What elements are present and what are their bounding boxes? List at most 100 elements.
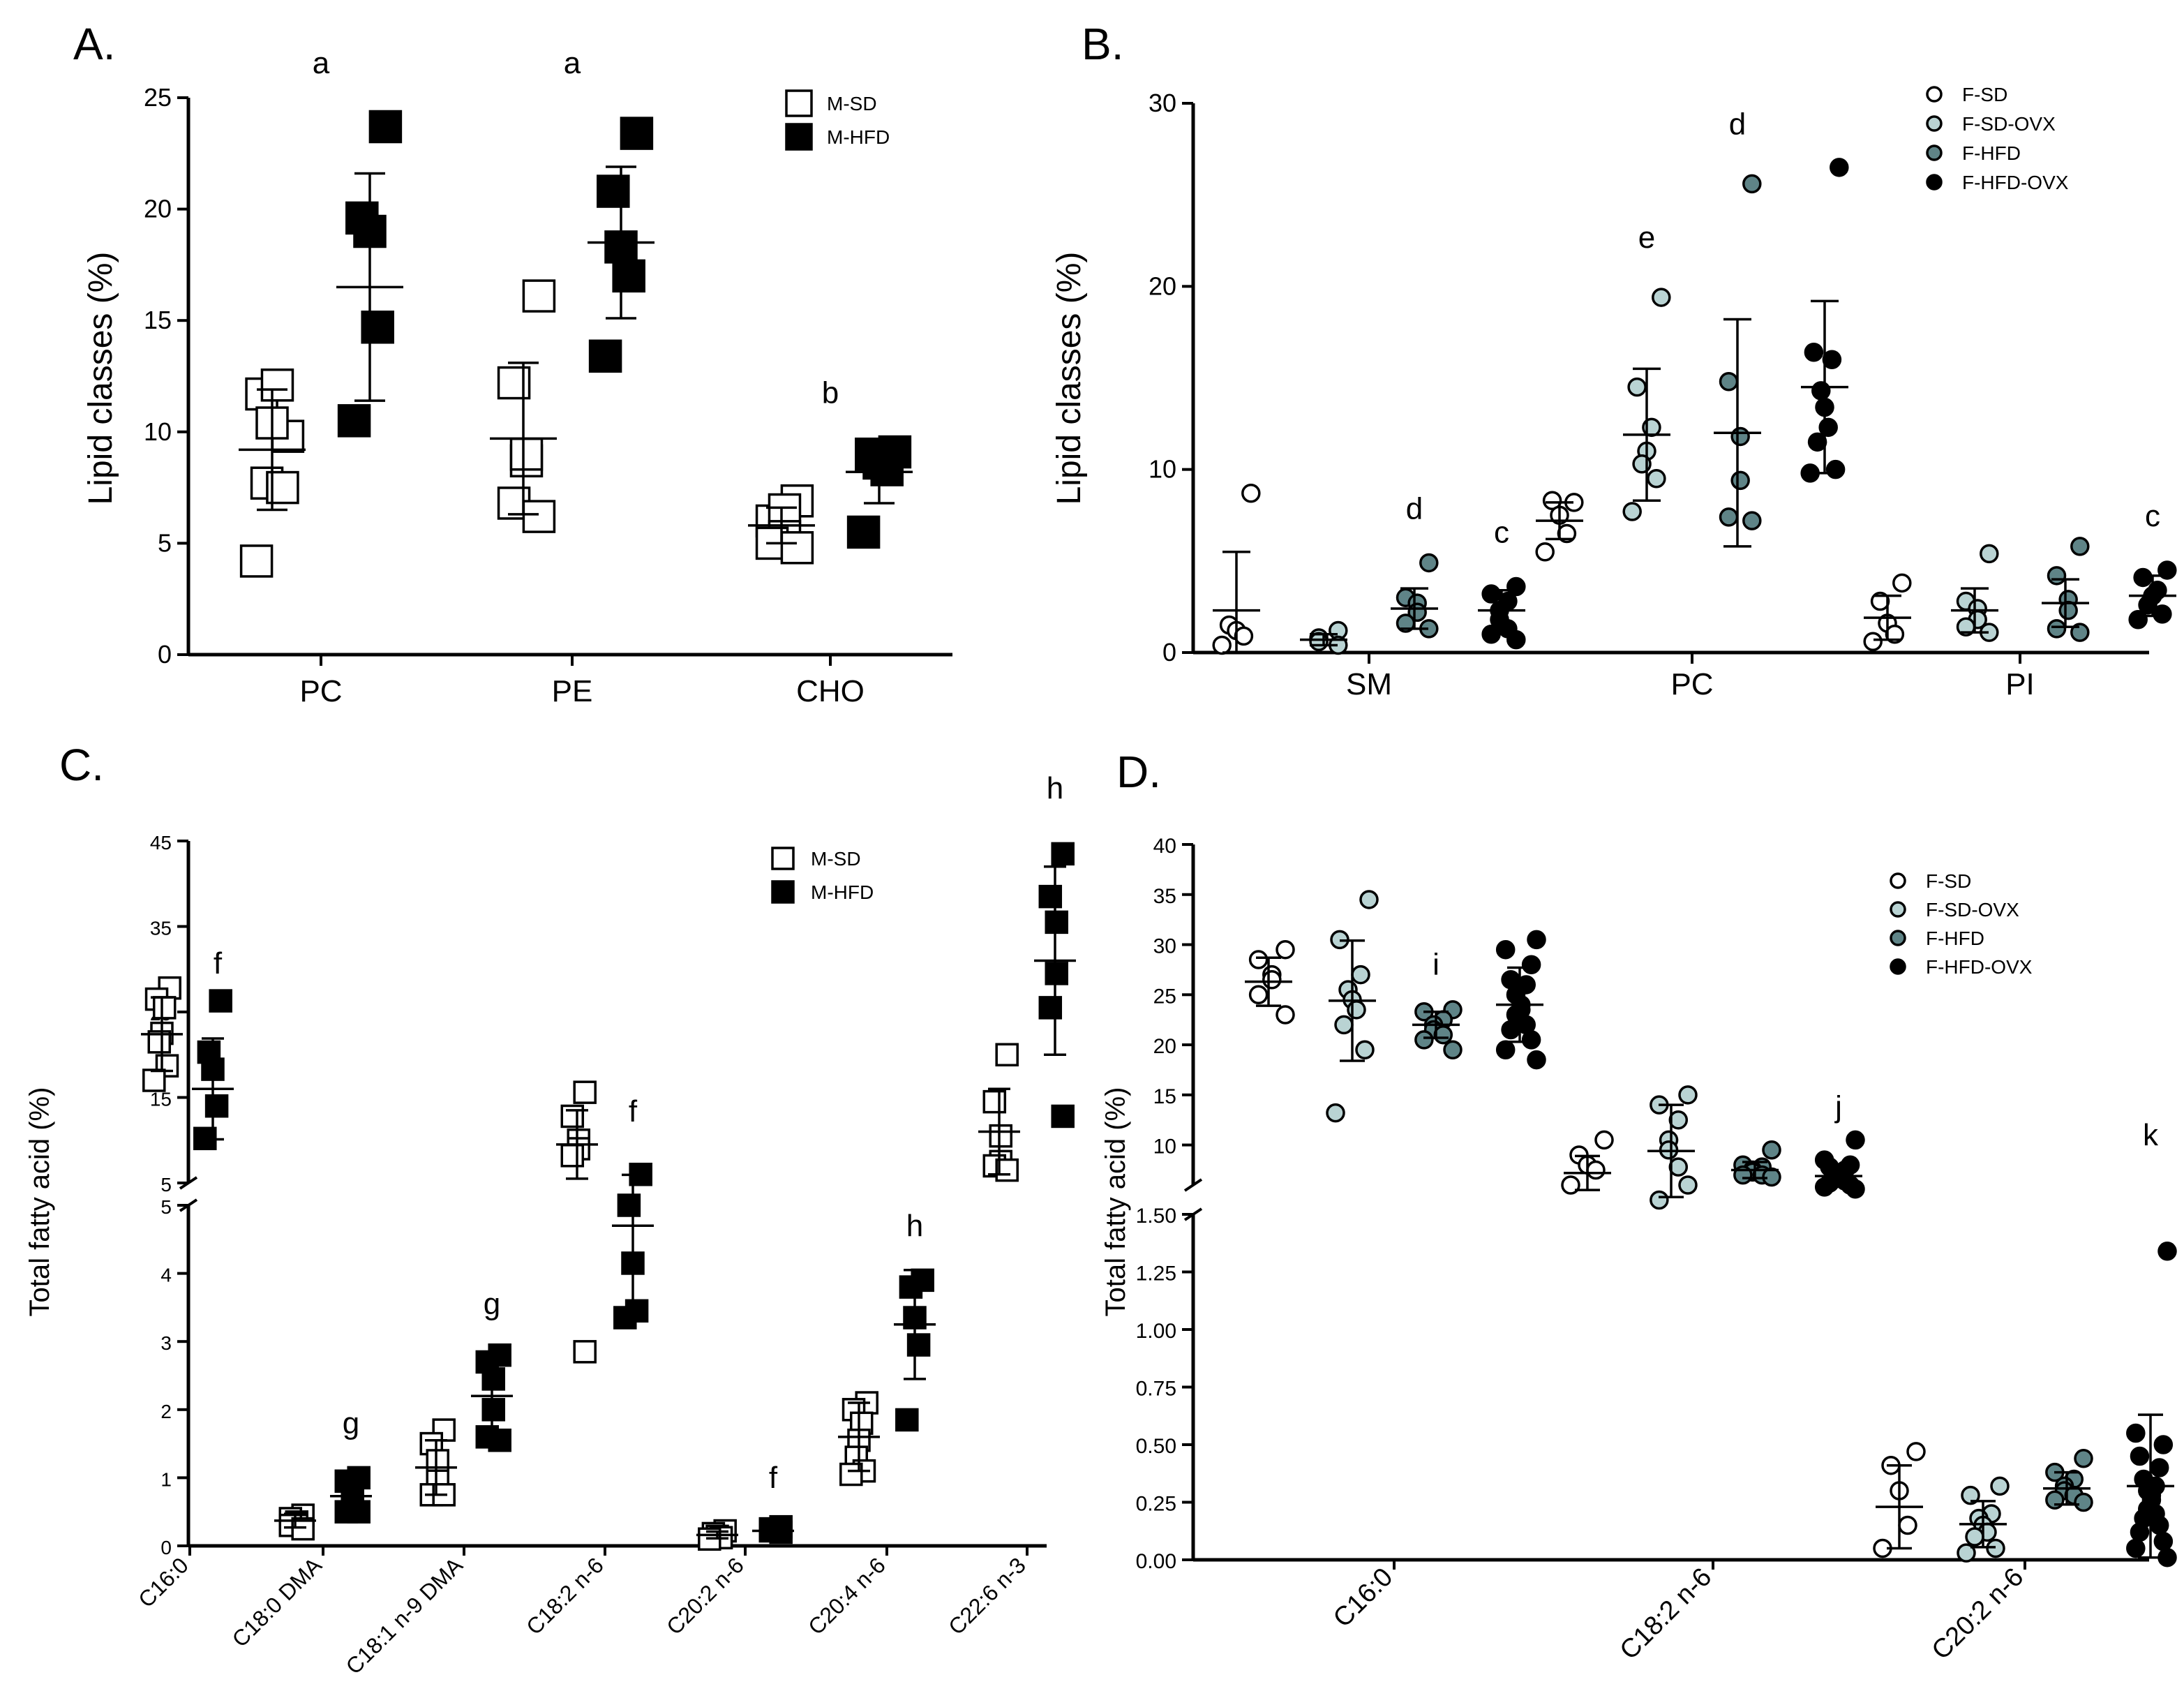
panel-c-y-lower-tick-label: 2 bbox=[160, 1401, 172, 1422]
panel-d-point bbox=[1594, 1130, 1614, 1150]
panel-d-legend-marker bbox=[1890, 958, 1906, 975]
panel-b-point bbox=[2070, 623, 2090, 642]
panel-a-y-tick-label: 5 bbox=[158, 528, 172, 557]
panel-c-point bbox=[209, 989, 232, 1013]
panel-a-point bbox=[337, 404, 371, 438]
panel-c-category-label: C18:1 n-9 DMA bbox=[341, 1552, 468, 1679]
panel-b-label: B. bbox=[1082, 19, 1123, 69]
panel-d-point bbox=[1906, 1442, 1926, 1461]
panel-c-point bbox=[1051, 1104, 1075, 1129]
panel-d-point bbox=[1527, 1050, 1546, 1070]
panel-b-point bbox=[1535, 542, 1555, 562]
panel-c-point bbox=[995, 1043, 1019, 1066]
panel-b-point bbox=[1830, 158, 1849, 177]
panel-b-legend-label: F-SD bbox=[1962, 84, 2007, 105]
panel-a-legend-label: M-SD bbox=[827, 93, 877, 114]
panel-d-significance-letter: k bbox=[2143, 1118, 2159, 1152]
panel-d-significance-letter: i bbox=[1433, 948, 1439, 982]
panel-d-legend-marker bbox=[1890, 901, 1906, 918]
panel-c-point bbox=[573, 1080, 597, 1104]
panel-d-y-upper-tick-label: 20 bbox=[1153, 1035, 1176, 1058]
panel-b-point bbox=[2128, 610, 2148, 630]
panel-b-legend-marker bbox=[1926, 86, 1943, 103]
panel-d-point bbox=[1326, 1103, 1345, 1123]
panel-a-y-tick-label: 15 bbox=[144, 306, 172, 334]
panel-c-y-upper-tick-label: 45 bbox=[150, 832, 172, 854]
panel-d-point bbox=[1414, 1030, 1434, 1050]
panel-c-y-upper-tick-label: 5 bbox=[160, 1174, 172, 1196]
panel-a-category-label: CHO bbox=[796, 674, 865, 708]
panel-d-point bbox=[1668, 1157, 1689, 1177]
panel-c-y-lower-tick-label: 5 bbox=[160, 1196, 172, 1218]
panel-d-label: D. bbox=[1116, 747, 1161, 797]
panel-d-legend-label: F-SD bbox=[1926, 870, 1971, 892]
panel-d-y-lower-tick-label: 1.50 bbox=[1136, 1205, 1176, 1228]
panel-d-point bbox=[1495, 939, 1516, 960]
panel-c-category-label: C22:6 n-3 bbox=[943, 1552, 1031, 1639]
panel-b-point bbox=[2058, 600, 2078, 620]
panel-c-legend-marker bbox=[771, 880, 795, 904]
panel-c-y-lower-tick-label: 0 bbox=[160, 1537, 172, 1558]
panel-d-point bbox=[1276, 1005, 1295, 1025]
panel-a-point bbox=[597, 174, 630, 208]
panel-d-point bbox=[1443, 1040, 1463, 1059]
panel-c-category-label: C18:0 DMA bbox=[227, 1552, 327, 1652]
panel-b-point bbox=[1719, 507, 1739, 527]
panel-b-point bbox=[1234, 626, 1254, 646]
panel-b-point bbox=[2133, 567, 2153, 588]
panel-b-point bbox=[1742, 174, 1762, 194]
panel-a-point bbox=[522, 279, 556, 313]
panel-d-point bbox=[1846, 1179, 1865, 1199]
panel-a-point bbox=[239, 544, 274, 578]
panel-d-point bbox=[1521, 955, 1541, 974]
panel-b-point bbox=[1892, 573, 1912, 593]
panel-d-point bbox=[1359, 890, 1379, 909]
panel-c-significance-letter: f bbox=[769, 1461, 778, 1495]
panel-d-point bbox=[2130, 1446, 2150, 1466]
panel-b-y-tick-label: 20 bbox=[1149, 271, 1176, 300]
panel-c-point bbox=[481, 1398, 505, 1422]
panel-d-point bbox=[1650, 1190, 1669, 1210]
panel-d-point bbox=[2074, 1492, 2093, 1512]
panel-c-point bbox=[560, 1144, 585, 1168]
panel-d-point bbox=[1276, 939, 1295, 960]
panel-b-significance-letter: d bbox=[1406, 491, 1423, 526]
panel-b-point bbox=[1730, 470, 1750, 491]
panel-c-point bbox=[1045, 962, 1068, 985]
panel-d-y-lower-tick-label: 0.75 bbox=[1136, 1378, 1176, 1401]
panel-b-significance-letter: d bbox=[1729, 107, 1746, 142]
panel-c-point bbox=[204, 1094, 229, 1118]
panel-b-y-tick-label: 0 bbox=[1162, 638, 1176, 666]
panel-d-point bbox=[2126, 1423, 2146, 1443]
panel-a-y-tick-label: 25 bbox=[144, 83, 172, 112]
panel-c-significance-letter: f bbox=[629, 1094, 638, 1129]
panel-c-point bbox=[895, 1408, 919, 1432]
panel-d-point bbox=[2045, 1490, 2065, 1510]
panel-c-significance-letter: f bbox=[214, 946, 223, 981]
panel-a-legend-marker bbox=[785, 89, 813, 117]
panel-b-point bbox=[1622, 502, 1642, 521]
panel-c-significance-letter: h bbox=[906, 1209, 923, 1243]
panel-b-point bbox=[1506, 630, 1526, 650]
panel-c-point bbox=[152, 996, 177, 1020]
panel-d-y-axis-title: Total fatty acid (%) bbox=[1100, 1087, 1131, 1316]
panel-a-y-tick-label: 10 bbox=[144, 417, 172, 446]
panel-d-point bbox=[1351, 965, 1370, 985]
panel-c-significance-letter: h bbox=[1047, 771, 1063, 805]
panel-c-point bbox=[989, 1124, 1012, 1148]
panel-b-legend-label: F-HFD bbox=[1962, 142, 2021, 164]
panel-a-category-label: PC bbox=[299, 674, 342, 708]
panel-d-y-upper-tick-label: 10 bbox=[1153, 1135, 1176, 1159]
panel-d-point bbox=[1586, 1160, 1606, 1180]
panel-d-category-label: C16:0 bbox=[1328, 1563, 1398, 1633]
panel-b-category-label: PC bbox=[1670, 667, 1713, 701]
panel-d-category-label: C20:2 n-6 bbox=[1927, 1563, 2030, 1666]
panel-d-y-lower-tick-label: 0.50 bbox=[1136, 1435, 1176, 1458]
panel-d-point bbox=[1521, 1030, 1541, 1050]
panel-b-point bbox=[2157, 560, 2177, 580]
panel-b-point bbox=[1719, 371, 1739, 392]
panel-c-point bbox=[573, 1340, 597, 1364]
panel-d-point bbox=[1957, 1543, 1976, 1563]
panel-c-point bbox=[560, 1104, 585, 1129]
panel-b-point bbox=[1825, 459, 1846, 479]
